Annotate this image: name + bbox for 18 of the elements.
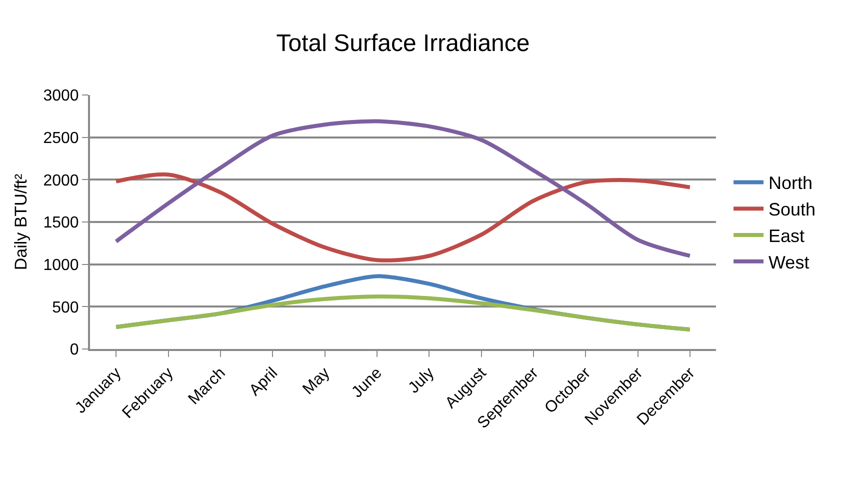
line-series (114, 172, 692, 262)
legend-label: West (768, 252, 810, 272)
x-tick-label: May (300, 364, 334, 398)
y-tick-label: 0 (70, 342, 79, 359)
y-tick-label: 2000 (43, 172, 79, 190)
line-series (114, 119, 692, 258)
legend-label: East (768, 226, 805, 246)
y-tick-label: 1000 (43, 256, 79, 274)
y-tick-label: 2500 (43, 130, 79, 147)
x-tick-label: July (405, 364, 438, 397)
y-axis-title: Daily BTU/ft² (11, 173, 30, 270)
legend-label: South (768, 200, 816, 220)
y-tick-label: 500 (52, 299, 79, 316)
y-tick-label: 1500 (43, 214, 79, 232)
chart-title: Total Surface Irradiance (276, 30, 530, 58)
legend-label: North (768, 173, 813, 194)
line-series (114, 294, 692, 332)
y-tick-label: 3000 (43, 88, 79, 105)
